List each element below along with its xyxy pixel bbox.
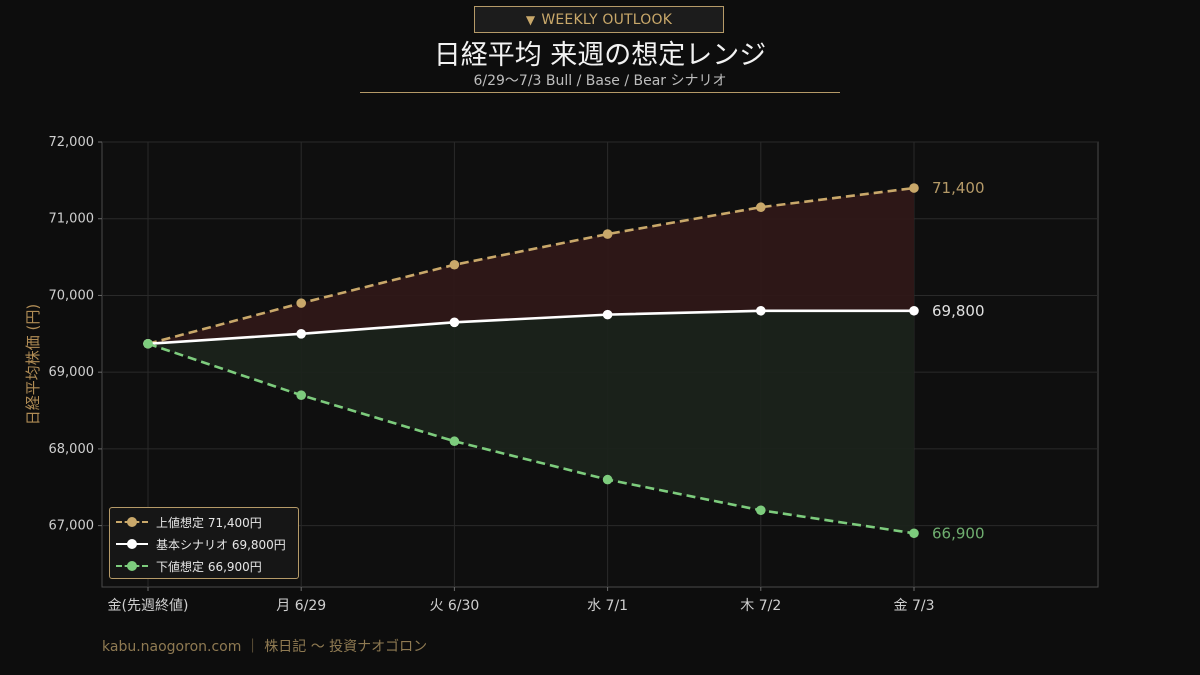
title-divider [360, 92, 840, 93]
bear-data-point [143, 338, 153, 349]
base-data-point [602, 309, 613, 320]
legend-swatch-bear [116, 560, 148, 572]
y-tick-label: 72,000 [49, 135, 95, 150]
bull-data-point [909, 183, 919, 193]
y-tick-label: 71,000 [49, 212, 95, 227]
badge-label: WEEKLY OUTLOOK [541, 11, 673, 28]
y-tick-label: 70,000 [49, 288, 95, 303]
bull-data-point [602, 229, 613, 239]
bull-data-point [756, 202, 766, 213]
base-series-line [147, 309, 914, 346]
bear-series-line [147, 342, 915, 535]
y-tick-label: 67,000 [49, 519, 95, 534]
x-tick-label: 火 6/30 [429, 598, 479, 614]
y-tick-label: 68,000 [49, 442, 95, 457]
bull-data-point [296, 298, 307, 308]
x-tick-label: 木 7/2 [740, 598, 781, 614]
chart-legend: 上値想定 71,400円 基本シナリオ 69,800円 下値想定 66,900円 [109, 507, 299, 579]
y-tick-label: 69,000 [49, 365, 95, 380]
weekly-outlook-badge: ▼ WEEKLY OUTLOOK [474, 6, 724, 33]
bear-data-point [909, 528, 919, 539]
site-footer: kabu.naogoron.com ｜ 株日記 〜 投資ナオゴロン [102, 639, 428, 655]
bear-range-fill [148, 310, 914, 534]
legend-swatch-base [116, 538, 148, 550]
x-tick-label: 月 6/29 [276, 598, 326, 614]
legend-label-base: 基本シナリオ 69,800円 [156, 537, 286, 552]
bull-range-fill [148, 188, 914, 344]
legend-label-bear: 下値想定 66,900円 [156, 559, 262, 574]
bear-data-point [449, 436, 460, 447]
bear-data-point [602, 474, 613, 485]
bear-data-point [296, 390, 307, 400]
x-tick-label: 金(先週終値) [108, 598, 189, 614]
legend-swatch-bull [116, 516, 148, 528]
base-data-point [909, 305, 919, 316]
legend-item-base: 基本シナリオ 69,800円 [116, 533, 298, 555]
bear-end-label: 66,900 [932, 524, 985, 542]
page-title: 日経平均 来週の想定レンジ [433, 40, 767, 71]
legend-label-bull: 上値想定 71,400円 [156, 515, 262, 530]
bull-end-label: 71,400 [932, 179, 985, 197]
bull-data-point [449, 259, 460, 270]
base-data-point [449, 317, 460, 328]
base-data-point [756, 305, 766, 316]
base-end-label: 69,800 [932, 302, 985, 320]
legend-item-bull: 上値想定 71,400円 [116, 511, 298, 533]
base-data-point [296, 329, 307, 339]
y-axis-label: 日経平均株価 (円) [24, 304, 42, 425]
bull-series-line [147, 186, 915, 346]
page-subtitle: 6/29〜7/3 Bull / Base / Bear シナリオ [473, 73, 727, 89]
legend-item-bear: 下値想定 66,900円 [116, 555, 298, 577]
bear-data-point [756, 505, 766, 516]
x-tick-label: 水 7/1 [587, 598, 628, 614]
x-tick-label: 金 7/3 [894, 598, 935, 614]
triangle-down-icon: ▼ [525, 12, 536, 27]
